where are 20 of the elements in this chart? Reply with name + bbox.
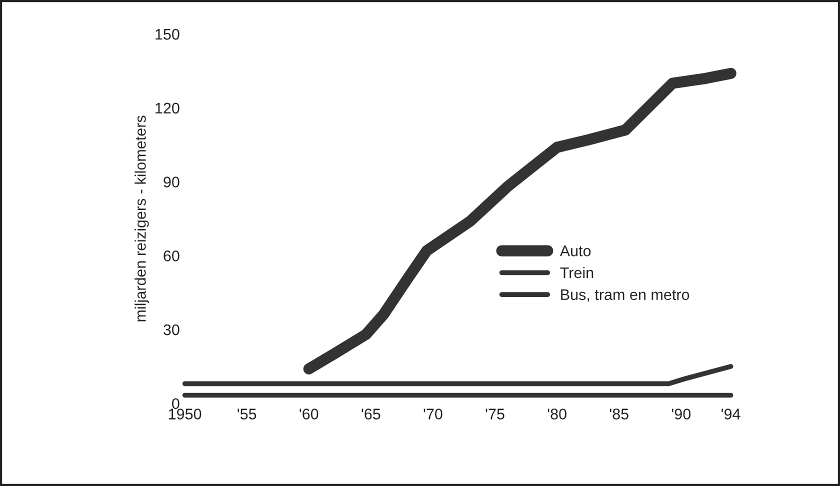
y-tick-label: 60 — [164, 250, 180, 262]
y-tick-label: 90 — [164, 176, 180, 188]
legend-label: Auto — [560, 246, 591, 256]
x-tick-label: '55 — [238, 408, 256, 420]
legend-label: Bus, tram en metro — [561, 289, 690, 302]
x-tick-label: '75 — [486, 408, 504, 420]
y-axis-title: miljarden reizigers - kilometers — [134, 116, 149, 322]
x-tick-label: '94 — [722, 408, 740, 420]
x-tick-label: 1950 — [168, 408, 202, 420]
x-tick-label: '80 — [548, 408, 566, 420]
y-tick-label: 30 — [164, 324, 180, 336]
legend-label: Trein — [560, 266, 594, 278]
x-tick-label: '65 — [362, 408, 380, 420]
x-tick-label: '85 — [610, 408, 628, 420]
x-tick-label: '90 — [672, 408, 691, 420]
x-tick-label: '60 — [300, 408, 318, 420]
y-tick-label: 150 — [156, 28, 180, 40]
y-tick-label: 0 — [172, 398, 180, 410]
x-tick-label: '70 — [424, 408, 442, 420]
y-tick-label: 120 — [156, 102, 180, 114]
